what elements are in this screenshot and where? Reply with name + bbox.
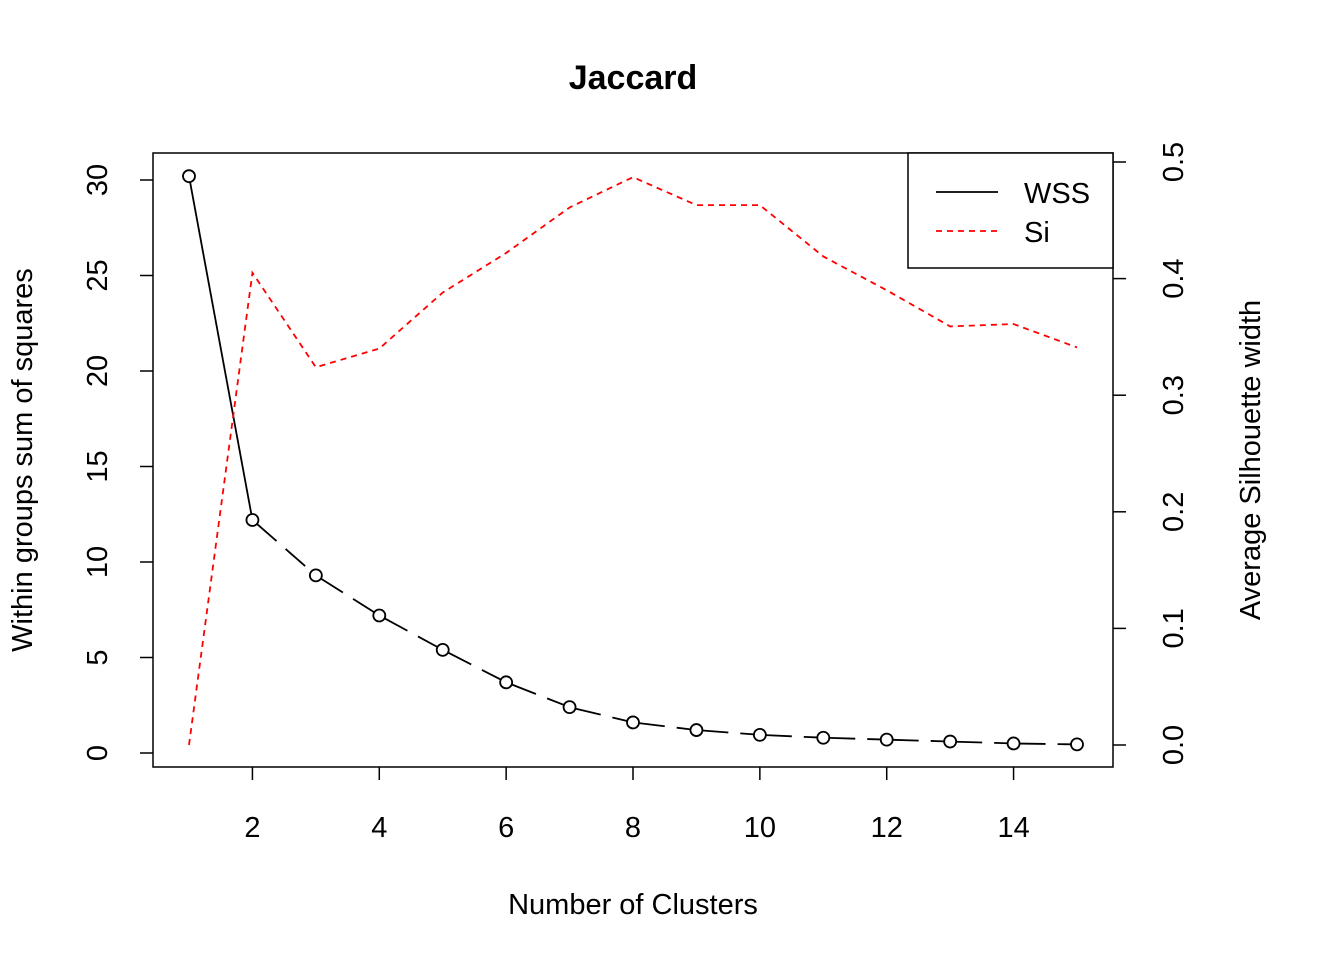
y-left-tick-label: 20 <box>82 355 114 387</box>
x-tick-label: 10 <box>744 812 776 844</box>
wss-line-segment <box>702 729 754 736</box>
wss-line-segment <box>575 707 628 722</box>
wss-point <box>879 732 894 747</box>
legend-wss-label: WSS <box>1024 178 1090 210</box>
wss-point <box>562 700 577 715</box>
x-tick-label: 14 <box>997 812 1029 844</box>
y-left-tick-label: 30 <box>82 164 114 196</box>
y-right-tick-label: 0.3 <box>1158 375 1190 415</box>
wss-point <box>1006 736 1021 751</box>
wss-line-segment <box>829 737 881 741</box>
series-group <box>182 169 1084 752</box>
wss-line-segment <box>189 181 253 515</box>
legend: WSS Si <box>907 152 1114 269</box>
x-tick-label: 4 <box>371 812 387 844</box>
x-tick-label: 6 <box>498 812 514 844</box>
wss-point <box>626 715 640 730</box>
y-left-tick-label: 5 <box>82 649 114 665</box>
wss-line-segment <box>256 523 312 573</box>
wss-line-segment <box>511 683 565 706</box>
wss-point <box>372 608 387 623</box>
legend-si-label: Si <box>1024 217 1050 249</box>
wss-point <box>689 723 704 737</box>
wss-point <box>182 169 196 184</box>
wss-line-segment <box>1019 742 1072 746</box>
wss-point <box>816 730 831 745</box>
x-axis-label: Number of Clusters <box>508 889 758 921</box>
y-right-tick-label: 0.0 <box>1158 725 1190 765</box>
legend-box <box>907 152 1114 269</box>
wss-line-segment <box>320 577 375 614</box>
y-left-tick-label: 0 <box>82 745 114 761</box>
wss-line-segment <box>765 734 818 739</box>
wss-point <box>435 642 450 657</box>
wss-line-segment <box>638 722 691 731</box>
wss-point <box>1070 737 1084 752</box>
x-tick-label: 8 <box>625 812 641 844</box>
y-right-tick-label: 0.5 <box>1158 142 1190 182</box>
y-axis-right: 0.0 0.1 0.2 0.3 0.4 0.5 <box>1113 142 1190 765</box>
wss-line-segment <box>384 617 438 648</box>
wss-point <box>308 568 323 583</box>
x-tick-label: 2 <box>244 812 260 844</box>
x-tick-label: 12 <box>871 812 903 844</box>
wss-line-segment <box>892 738 945 743</box>
wss-line-segment <box>447 651 502 681</box>
wss-point <box>943 734 958 749</box>
y-axis-left: 0 5 10 15 20 25 30 <box>82 164 153 761</box>
wss-point <box>499 675 514 690</box>
wss-point <box>245 513 260 527</box>
x-axis: 2 4 6 8 10 12 14 <box>244 767 1030 844</box>
y-right-tick-label: 0.1 <box>1158 608 1190 648</box>
y-axis-right-label: Average Silhouette width <box>1235 300 1267 620</box>
y-left-tick-label: 10 <box>82 546 114 578</box>
y-right-tick-label: 0.2 <box>1158 492 1190 532</box>
y-left-tick-label: 15 <box>82 450 114 482</box>
chart-title: Jaccard <box>569 59 698 97</box>
si-line <box>188 176 1078 746</box>
wss-line-segment <box>956 740 1008 745</box>
y-axis-left-label: Within groups sum of squares <box>7 268 39 652</box>
wss-point <box>752 727 767 742</box>
y-right-tick-label: 0.4 <box>1158 258 1190 298</box>
y-left-tick-label: 25 <box>82 259 114 291</box>
